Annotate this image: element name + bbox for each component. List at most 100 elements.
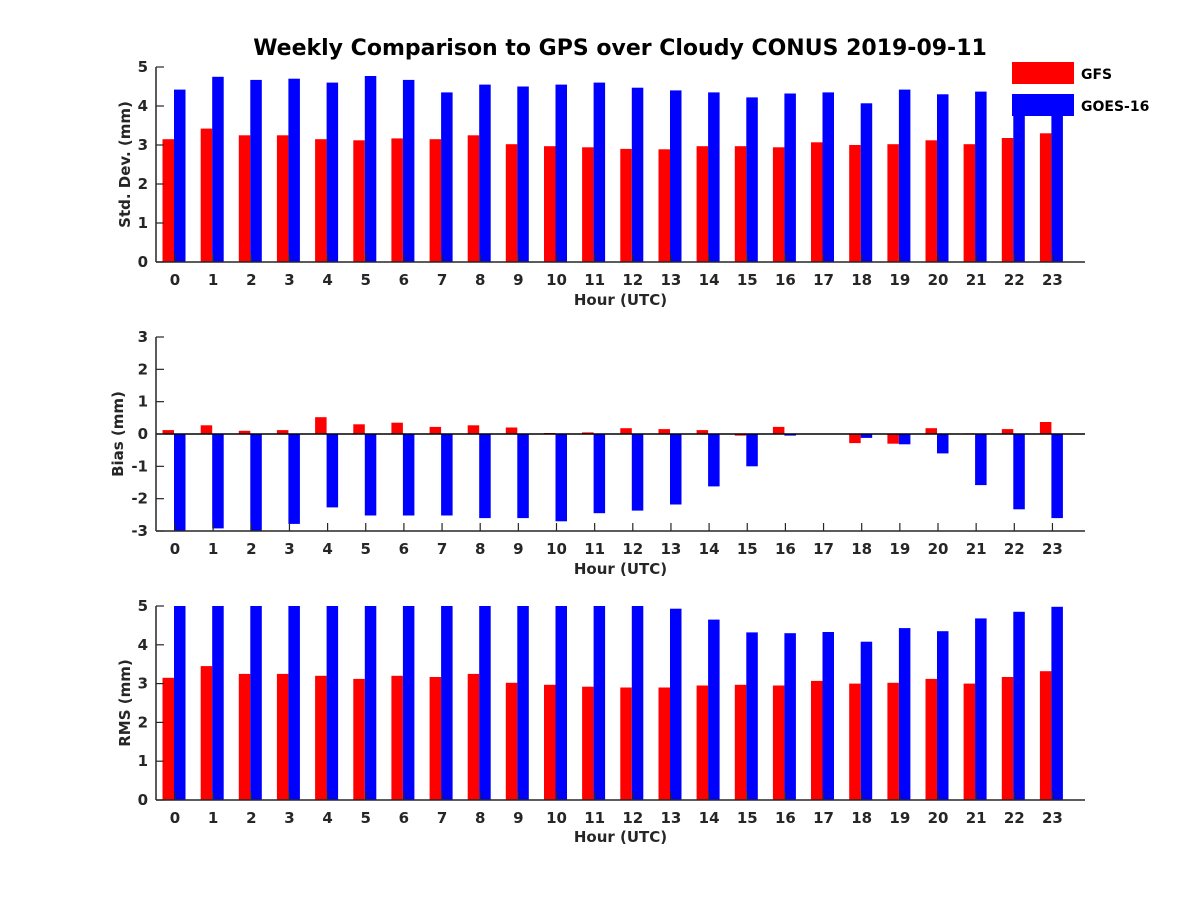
bar-goes-16-hour-23 xyxy=(1051,606,1063,800)
x-tick-label: 0 xyxy=(170,271,180,289)
x-tick-label: 16 xyxy=(775,809,796,827)
x-tick-label: 14 xyxy=(699,540,720,558)
x-tick-label: 12 xyxy=(622,540,643,558)
y-tick-label: 2 xyxy=(138,360,148,378)
bar-goes-16-hour-8 xyxy=(479,434,491,519)
bar-goes-16-hour-22 xyxy=(1013,611,1025,800)
x-tick-label: 13 xyxy=(661,271,682,289)
bar-gfs-hour-18 xyxy=(849,683,861,800)
bar-goes-16-hour-7 xyxy=(441,92,453,263)
y-tick-label: 4 xyxy=(138,97,148,115)
bar-gfs-hour-22 xyxy=(1001,138,1014,262)
x-tick-label: 17 xyxy=(813,540,834,558)
bar-goes-16-hour-9 xyxy=(517,606,529,800)
bar-goes-16-hour-22 xyxy=(1013,98,1025,262)
x-tick-label: 19 xyxy=(889,809,910,827)
x-tick-label: 5 xyxy=(361,809,371,827)
y-tick-label: -3 xyxy=(131,522,148,540)
bar-gfs-hour-4 xyxy=(315,675,327,800)
bar-goes-16-hour-18 xyxy=(860,434,873,438)
y-axis-label: RMS (mm) xyxy=(116,659,134,746)
bar-gfs-hour-1 xyxy=(200,425,213,434)
y-tick-label: 0 xyxy=(138,425,148,443)
bar-gfs-hour-21 xyxy=(963,144,976,262)
bar-gfs-hour-22 xyxy=(1001,677,1014,800)
bar-gfs-hour-0 xyxy=(162,430,174,434)
bar-goes-16-hour-0 xyxy=(174,606,186,800)
x-tick-label: 19 xyxy=(889,540,910,558)
bar-goes-16-hour-8 xyxy=(479,84,491,262)
x-tick-label: 2 xyxy=(246,540,256,558)
x-tick-label: 17 xyxy=(813,271,834,289)
bar-goes-16-hour-16 xyxy=(784,633,796,800)
bar-goes-16-hour-11 xyxy=(593,82,606,262)
bar-gfs-hour-1 xyxy=(200,666,213,800)
x-tick-label: 17 xyxy=(813,809,834,827)
bar-gfs-hour-14 xyxy=(696,146,709,262)
bar-goes-16-hour-20 xyxy=(937,434,949,454)
bar-gfs-hour-12 xyxy=(620,428,632,434)
bar-goes-16-hour-0 xyxy=(174,434,186,531)
bar-goes-16-hour-6 xyxy=(402,79,415,263)
x-tick-label: 20 xyxy=(928,809,949,827)
bars-panel-2 xyxy=(162,606,1063,800)
x-tick-label: 9 xyxy=(513,540,523,558)
x-tick-label: 6 xyxy=(399,540,409,558)
bar-gfs-hour-13 xyxy=(658,149,670,262)
bar-goes-16-hour-16 xyxy=(784,93,796,262)
y-tick-label: -1 xyxy=(131,457,148,475)
x-tick-label: 1 xyxy=(208,271,218,289)
bar-goes-16-hour-11 xyxy=(593,434,606,514)
bar-gfs-hour-13 xyxy=(658,687,670,800)
bar-goes-16-hour-15 xyxy=(746,632,758,800)
x-tick-label: 8 xyxy=(475,809,485,827)
x-tick-label: 21 xyxy=(966,809,987,827)
bar-gfs-hour-10 xyxy=(544,684,556,800)
bar-gfs-hour-17 xyxy=(811,680,823,800)
x-tick-label: 21 xyxy=(966,271,987,289)
y-tick-label: 2 xyxy=(138,713,148,731)
x-tick-label: 12 xyxy=(622,271,643,289)
y-tick-label: 1 xyxy=(138,752,148,770)
bar-goes-16-hour-23 xyxy=(1051,434,1063,519)
bar-goes-16-hour-16 xyxy=(784,434,796,436)
bar-gfs-hour-3 xyxy=(276,430,289,434)
x-tick-label: 2 xyxy=(246,809,256,827)
bar-gfs-hour-3 xyxy=(276,135,289,263)
bar-gfs-hour-8 xyxy=(467,673,480,800)
legend-swatch-goes-16 xyxy=(1012,94,1074,116)
bar-gfs-hour-11 xyxy=(582,432,594,434)
bar-gfs-hour-5 xyxy=(353,140,365,262)
legend-label-gfs: GFS xyxy=(1081,67,1112,83)
x-tick-label: 3 xyxy=(284,271,294,289)
x-tick-label: 16 xyxy=(775,271,796,289)
bar-gfs-hour-15 xyxy=(734,146,747,262)
bar-goes-16-hour-2 xyxy=(250,79,262,263)
bar-gfs-hour-20 xyxy=(925,140,937,262)
bar-gfs-hour-9 xyxy=(505,427,518,434)
x-tick-label: 1 xyxy=(208,540,218,558)
bar-goes-16-hour-13 xyxy=(670,90,682,263)
y-tick-label: 5 xyxy=(138,597,148,615)
bar-gfs-hour-6 xyxy=(391,138,403,262)
bar-gfs-hour-7 xyxy=(429,426,442,434)
bar-gfs-hour-5 xyxy=(353,424,365,434)
bar-gfs-hour-19 xyxy=(887,434,899,444)
x-tick-label: 10 xyxy=(546,540,567,558)
bar-goes-16-hour-10 xyxy=(555,606,567,800)
bar-goes-16-hour-20 xyxy=(937,631,949,800)
bar-goes-16-hour-5 xyxy=(364,434,377,516)
x-tick-label: 3 xyxy=(284,540,294,558)
bar-goes-16-hour-13 xyxy=(670,608,682,800)
bar-gfs-hour-5 xyxy=(353,678,365,800)
legend-label-goes-16: GOES-16 xyxy=(1081,99,1149,115)
bar-goes-16-hour-1 xyxy=(212,76,224,263)
x-tick-label: 20 xyxy=(928,271,949,289)
bar-goes-16-hour-5 xyxy=(364,606,377,800)
x-tick-label: 6 xyxy=(399,271,409,289)
bar-goes-16-hour-21 xyxy=(975,618,987,800)
bar-goes-16-hour-7 xyxy=(441,434,453,516)
bar-gfs-hour-8 xyxy=(467,135,480,263)
